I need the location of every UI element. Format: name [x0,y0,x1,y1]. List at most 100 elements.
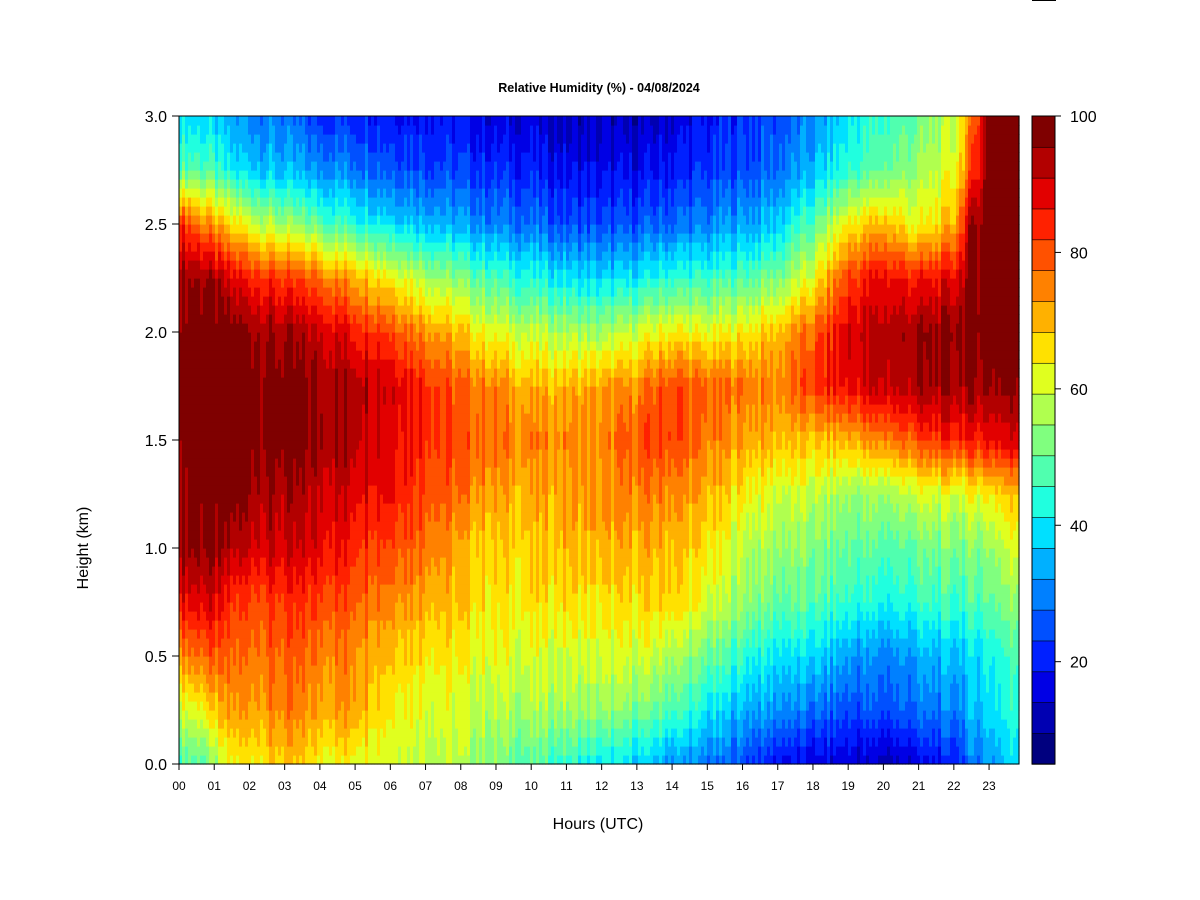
heatmap-cell [209,422,213,432]
heatmap-cell [248,719,252,729]
heatmap-cell [224,143,228,153]
heatmap-cell [224,377,228,387]
heatmap-cell [197,287,201,297]
heatmap-cell [185,665,189,675]
heatmap-cell [239,359,243,369]
heatmap-cell [224,647,228,657]
heatmap-cell [257,422,261,432]
heatmap-cell [209,341,213,351]
heatmap-cell [197,584,201,594]
heatmap-cell [248,620,252,630]
heatmap-cell [269,161,273,171]
heatmap-cell [197,170,201,180]
heatmap-cell [188,710,192,720]
heatmap-cell [215,188,219,198]
heatmap-cell [215,134,219,144]
heatmap-cell [245,566,249,576]
heatmap-cell [209,251,213,261]
heatmap-cell [260,530,264,540]
heatmap-cell [206,161,210,171]
heatmap-cell [230,719,234,729]
heatmap-cell [227,647,231,657]
heatmap-cell [200,584,204,594]
heatmap-cell [227,179,231,189]
heatmap-cell [233,341,237,351]
heatmap-cell [245,737,249,747]
heatmap-cell [248,125,252,135]
heatmap-cell [227,512,231,522]
heatmap-cell [197,413,201,423]
heatmap-cell [257,701,261,711]
heatmap-cell [266,494,270,504]
heatmap-cell [224,503,228,513]
heatmap-cell [209,332,213,342]
heatmap-cell [242,395,246,405]
heatmap-cell [230,440,234,450]
heatmap-cell [209,710,213,720]
heatmap-cell [212,134,216,144]
heatmap-cell [206,251,210,261]
heatmap-cell [206,143,210,153]
heatmap-cell [230,728,234,738]
heatmap-cell [179,449,183,459]
heatmap-cell [197,305,201,315]
heatmap-cell [206,260,210,270]
heatmap-cell [203,152,207,162]
heatmap-cell [248,539,252,549]
heatmap-cell [242,206,246,216]
heatmap-cell [254,233,258,243]
heatmap-cell [233,323,237,333]
heatmap-cell [230,332,234,342]
heatmap-cell [266,134,270,144]
heatmap-cell [212,296,216,306]
heatmap-cell [245,134,249,144]
heatmap-cell [254,728,258,738]
heatmap-cell [203,242,207,252]
heatmap-cell [239,602,243,612]
heatmap-cell [179,755,183,765]
heatmap-cell [266,332,270,342]
heatmap-cell [254,440,258,450]
heatmap-cell [203,521,207,531]
heatmap-cell [206,314,210,324]
heatmap-cell [239,260,243,270]
heatmap-cell [257,269,261,279]
heatmap-cell [263,575,267,585]
heatmap-cell [227,422,231,432]
heatmap-cell [221,125,225,135]
heatmap-cell [245,503,249,513]
heatmap-cell [263,161,267,171]
heatmap-cell [182,647,186,657]
heatmap-cell [182,296,186,306]
heatmap-cell [212,530,216,540]
heatmap-cell [215,512,219,522]
heatmap-cell [191,251,195,261]
heatmap-cell [209,557,213,567]
heatmap-cell [260,170,264,180]
heatmap-cell [197,557,201,567]
heatmap-cell [236,251,240,261]
heatmap-cell [254,296,258,306]
heatmap-cell [263,368,267,378]
heatmap-cell [272,377,276,387]
heatmap-cell [236,260,240,270]
heatmap-cell [191,341,195,351]
heatmap-cell [233,575,237,585]
heatmap-cell [206,233,210,243]
heatmap-cell [230,143,234,153]
heatmap-cell [188,269,192,279]
heatmap-cell [230,197,234,207]
heatmap-cell [272,656,276,666]
heatmap-cell [245,701,249,711]
heatmap-cell [221,395,225,405]
heatmap-cell [206,557,210,567]
heatmap-cell [206,566,210,576]
heatmap-cell [218,674,222,684]
heatmap-cell [203,692,207,702]
heatmap-cell [215,323,219,333]
heatmap-cell [266,386,270,396]
heatmap-cell [185,296,189,306]
heatmap-cell [224,386,228,396]
heatmap-cell [191,647,195,657]
heatmap-cell [221,152,225,162]
